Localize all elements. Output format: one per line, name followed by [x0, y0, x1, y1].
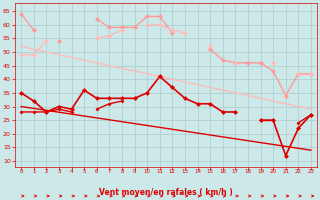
X-axis label: Vent moyen/en rafales ( km/h ): Vent moyen/en rafales ( km/h )	[99, 188, 233, 197]
